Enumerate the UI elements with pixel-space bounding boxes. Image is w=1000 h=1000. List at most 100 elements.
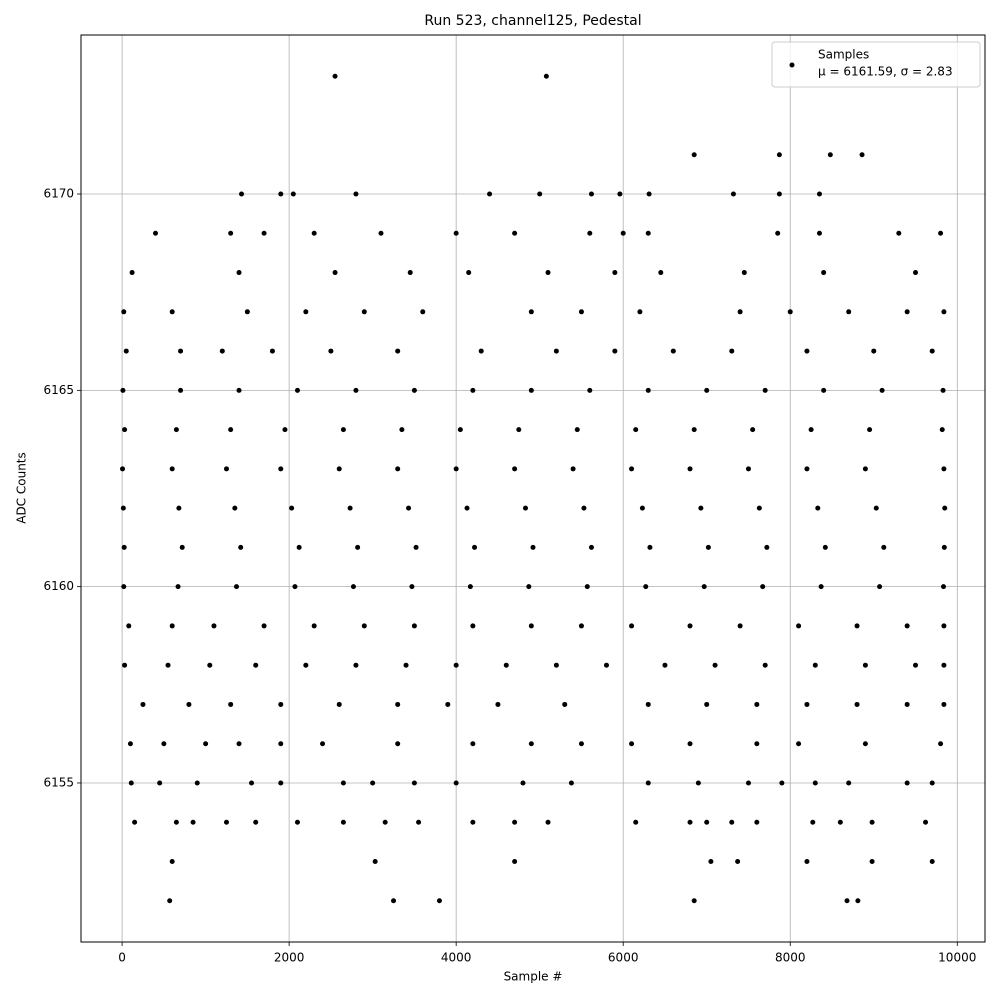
point bbox=[413, 544, 419, 550]
point bbox=[941, 623, 947, 629]
point bbox=[867, 427, 873, 433]
point bbox=[395, 348, 401, 354]
point bbox=[269, 348, 275, 354]
point bbox=[941, 701, 947, 707]
point bbox=[754, 701, 760, 707]
x-tick-label: 2000 bbox=[274, 951, 305, 965]
point bbox=[530, 544, 536, 550]
point bbox=[904, 780, 910, 786]
point bbox=[762, 662, 768, 668]
point bbox=[754, 741, 760, 747]
point bbox=[303, 662, 309, 668]
point bbox=[289, 505, 295, 511]
point bbox=[871, 348, 877, 354]
point bbox=[804, 348, 810, 354]
point bbox=[587, 230, 593, 236]
point bbox=[453, 662, 459, 668]
point bbox=[862, 741, 868, 747]
point bbox=[253, 662, 259, 668]
point bbox=[353, 191, 359, 197]
point bbox=[244, 309, 250, 315]
point bbox=[815, 505, 821, 511]
point bbox=[904, 309, 910, 315]
point bbox=[779, 780, 785, 786]
point bbox=[294, 387, 300, 393]
point bbox=[545, 270, 551, 276]
point bbox=[705, 544, 711, 550]
point bbox=[620, 230, 626, 236]
point bbox=[332, 73, 338, 79]
point bbox=[704, 387, 710, 393]
point bbox=[176, 505, 182, 511]
y-tick-label: 6155 bbox=[43, 775, 74, 789]
point bbox=[804, 859, 810, 865]
point bbox=[712, 662, 718, 668]
point bbox=[821, 270, 827, 276]
point bbox=[647, 544, 653, 550]
point bbox=[762, 387, 768, 393]
point bbox=[578, 309, 584, 315]
point bbox=[729, 819, 735, 825]
point bbox=[128, 780, 134, 786]
point bbox=[457, 427, 463, 433]
point bbox=[941, 309, 947, 315]
point bbox=[464, 505, 470, 511]
point bbox=[512, 230, 518, 236]
point bbox=[190, 819, 196, 825]
point bbox=[687, 741, 693, 747]
point bbox=[296, 544, 302, 550]
plot-frame bbox=[80, 34, 986, 943]
point bbox=[516, 427, 522, 433]
point bbox=[470, 623, 476, 629]
point bbox=[127, 741, 133, 747]
point bbox=[877, 584, 883, 590]
point bbox=[691, 427, 697, 433]
legend-box bbox=[771, 41, 981, 88]
point bbox=[570, 466, 576, 472]
point bbox=[816, 230, 822, 236]
point bbox=[123, 348, 129, 354]
point bbox=[239, 191, 245, 197]
point bbox=[776, 152, 782, 158]
point bbox=[261, 623, 267, 629]
point bbox=[629, 466, 635, 472]
point bbox=[846, 309, 852, 315]
x-tick-label: 6000 bbox=[608, 951, 639, 965]
point bbox=[645, 230, 651, 236]
point bbox=[764, 544, 770, 550]
point bbox=[157, 780, 163, 786]
point bbox=[320, 741, 326, 747]
point bbox=[303, 309, 309, 315]
point bbox=[818, 584, 824, 590]
point bbox=[808, 427, 814, 433]
point bbox=[687, 466, 693, 472]
point bbox=[844, 898, 850, 904]
point bbox=[140, 701, 146, 707]
point bbox=[645, 780, 651, 786]
point bbox=[643, 584, 649, 590]
point bbox=[361, 623, 367, 629]
point bbox=[913, 270, 919, 276]
point bbox=[353, 387, 359, 393]
point bbox=[637, 309, 643, 315]
point bbox=[445, 701, 451, 707]
point bbox=[869, 819, 875, 825]
point bbox=[737, 623, 743, 629]
point bbox=[520, 780, 526, 786]
point bbox=[382, 819, 388, 825]
point bbox=[340, 780, 346, 786]
point bbox=[869, 859, 875, 865]
point bbox=[470, 741, 476, 747]
point bbox=[340, 819, 346, 825]
point bbox=[695, 780, 701, 786]
point bbox=[411, 387, 417, 393]
point bbox=[662, 662, 668, 668]
point bbox=[378, 230, 384, 236]
point bbox=[929, 348, 935, 354]
point bbox=[745, 466, 751, 472]
point bbox=[121, 309, 127, 315]
x-axis-label: Sample # bbox=[504, 970, 563, 984]
point bbox=[361, 309, 367, 315]
point bbox=[395, 701, 401, 707]
